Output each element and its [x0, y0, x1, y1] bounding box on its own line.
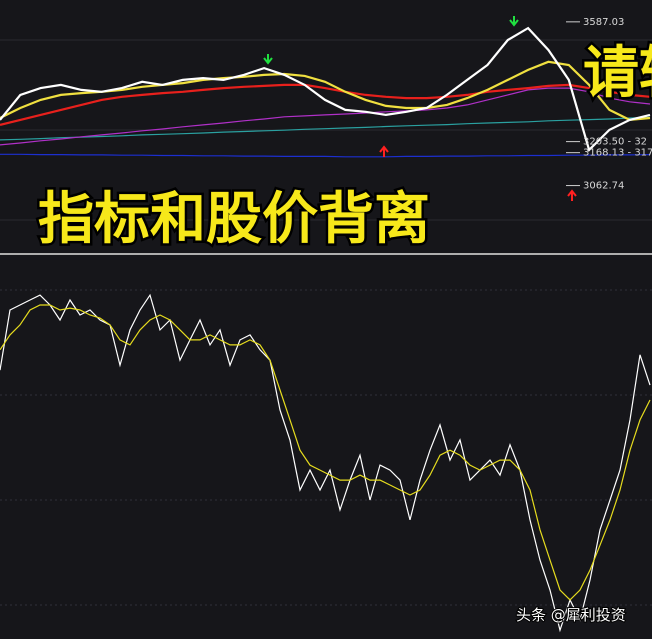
bottom-panel-grid	[0, 289, 652, 606]
price-label: 3203.50 - 32	[583, 137, 647, 148]
indicator-line	[0, 83, 651, 126]
watermark: 头条 @犀利投资	[516, 606, 626, 624]
price-label: 3062.74	[583, 181, 624, 192]
indicator-line	[0, 26, 651, 152]
price-label: 3168.13 - 317	[583, 148, 652, 159]
overlay-title: 指标和股价背离	[38, 187, 430, 252]
indicator-line	[0, 87, 651, 146]
indicator-line	[0, 116, 651, 141]
price-label: 3587.03	[583, 17, 624, 28]
series-layer	[0, 26, 651, 633]
indicator-line	[0, 304, 651, 601]
signal-arrows	[263, 16, 577, 201]
corner-text: 请转	[583, 41, 652, 106]
indicator-line	[0, 153, 651, 158]
top-panel-grid	[0, 39, 652, 221]
